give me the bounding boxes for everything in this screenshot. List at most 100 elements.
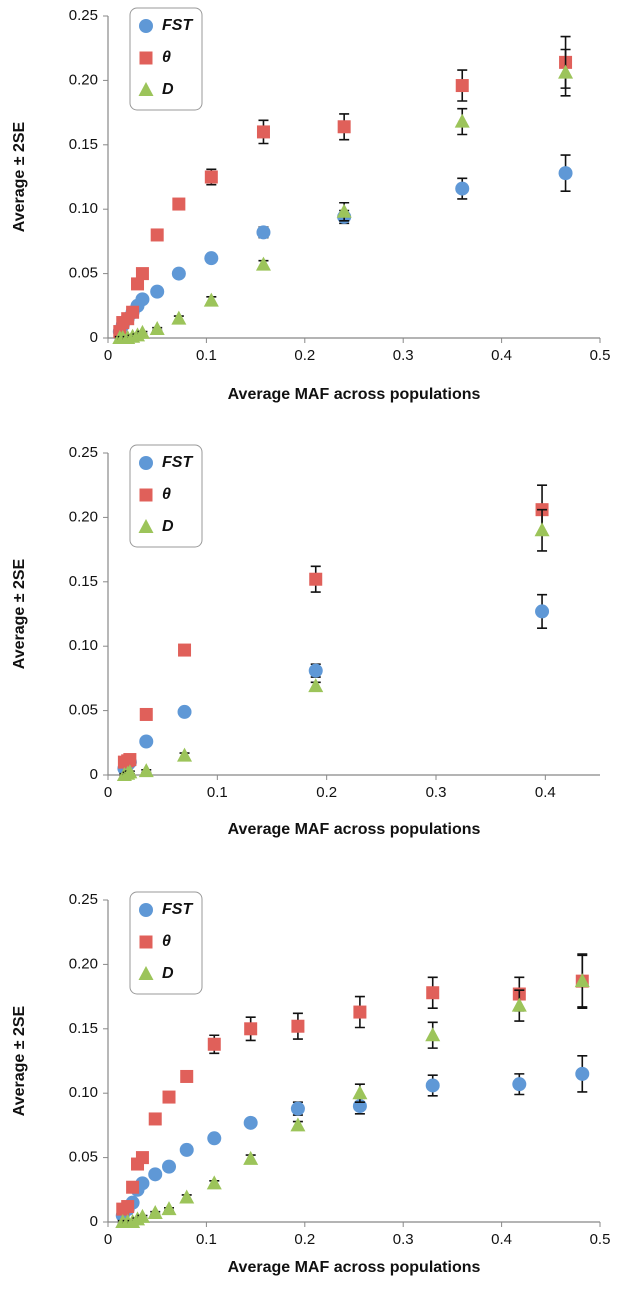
legend-marker bbox=[139, 903, 153, 917]
point bbox=[352, 1085, 368, 1100]
point bbox=[126, 305, 140, 319]
legend-box bbox=[129, 7, 203, 111]
legend-marker bbox=[139, 456, 153, 470]
point bbox=[131, 277, 145, 291]
point bbox=[172, 197, 186, 211]
y-tick-label: 0.25 bbox=[69, 444, 98, 461]
legend-box bbox=[129, 444, 203, 548]
point bbox=[178, 643, 192, 657]
point bbox=[535, 604, 550, 619]
point bbox=[148, 1167, 163, 1182]
y-tick-label: 0.15 bbox=[69, 136, 98, 153]
point bbox=[243, 1115, 258, 1130]
x-tick-label: 0.3 bbox=[426, 784, 447, 801]
chart-panel: 0 0.05 0.10 0.15 0.20 0.25 0 0.1 0.2 0.3 0.4 Averag… bbox=[11, 444, 600, 838]
point bbox=[135, 267, 149, 281]
point bbox=[308, 678, 324, 693]
x-tick-label: 0.2 bbox=[316, 784, 337, 801]
point bbox=[177, 747, 193, 762]
point bbox=[121, 1200, 135, 1214]
y-tick-label: 0.15 bbox=[69, 573, 98, 590]
y-tick-label: 0.20 bbox=[69, 71, 98, 88]
x-tick-label: 0.2 bbox=[294, 1231, 315, 1248]
point bbox=[149, 320, 165, 335]
x-tick-label: 0.4 bbox=[491, 347, 512, 364]
x-axis-title: Average MAF across populations bbox=[228, 386, 481, 403]
x-tick-label: 0.1 bbox=[196, 1231, 217, 1248]
y-tick-label: 0.25 bbox=[69, 7, 98, 24]
point bbox=[455, 181, 470, 196]
legend-marker bbox=[139, 51, 153, 65]
point bbox=[134, 324, 150, 339]
legend-label: FST bbox=[162, 454, 193, 471]
point bbox=[171, 310, 187, 325]
x-tick-label: 0 bbox=[104, 1231, 112, 1248]
x-tick-label: 0.5 bbox=[590, 347, 611, 364]
y-tick-label: 0.20 bbox=[69, 508, 98, 525]
point bbox=[256, 125, 270, 139]
y-tick-label: 0.05 bbox=[69, 702, 98, 719]
point bbox=[308, 663, 323, 678]
x-tick-label: 0.3 bbox=[393, 1231, 414, 1248]
legend-box bbox=[129, 891, 203, 995]
x-tick-label: 0.2 bbox=[294, 347, 315, 364]
point bbox=[122, 764, 138, 779]
point bbox=[204, 251, 219, 266]
point bbox=[290, 1101, 305, 1116]
legend-marker bbox=[139, 488, 153, 502]
point bbox=[206, 1175, 222, 1190]
x-tick-label: 0.3 bbox=[393, 347, 414, 364]
legend-label: D bbox=[162, 518, 174, 535]
chart-panel: 0 0.05 0.10 0.15 0.20 0.25 0 0.1 0.2 0.3 0.4 0.5 Ave… bbox=[11, 891, 610, 1276]
legend-label: θ bbox=[162, 486, 171, 503]
point bbox=[135, 1151, 149, 1165]
y-tick-label: 0.10 bbox=[69, 637, 98, 654]
point bbox=[558, 166, 573, 181]
y-tick-label: 0.05 bbox=[69, 1149, 98, 1166]
point bbox=[179, 1142, 194, 1157]
point bbox=[255, 256, 271, 271]
legend-marker bbox=[138, 82, 154, 96]
legend-marker bbox=[139, 935, 153, 949]
y-tick-label: 0.15 bbox=[69, 1020, 98, 1037]
y-axis-title: Average ± 2SE bbox=[11, 1005, 28, 1116]
point bbox=[171, 266, 186, 281]
point bbox=[534, 522, 550, 537]
point bbox=[244, 1022, 258, 1036]
point bbox=[203, 292, 219, 307]
point bbox=[454, 113, 470, 128]
legend-marker bbox=[138, 519, 154, 533]
point bbox=[309, 572, 323, 586]
y-tick-label: 0 bbox=[90, 766, 98, 783]
point bbox=[147, 1204, 163, 1219]
legend-label: FST bbox=[162, 901, 193, 918]
point bbox=[243, 1150, 259, 1165]
y-tick-label: 0.25 bbox=[69, 891, 98, 908]
point bbox=[162, 1159, 177, 1174]
point bbox=[138, 763, 154, 778]
point bbox=[207, 1037, 221, 1051]
legend-label: θ bbox=[162, 933, 171, 950]
legend-label: D bbox=[162, 81, 174, 98]
y-tick-label: 0.10 bbox=[69, 200, 98, 217]
legend-label: θ bbox=[162, 49, 171, 66]
point bbox=[291, 1019, 305, 1033]
point bbox=[512, 1077, 527, 1092]
point bbox=[148, 1112, 162, 1126]
point bbox=[353, 1005, 367, 1019]
point bbox=[425, 1027, 441, 1042]
point bbox=[179, 1189, 195, 1204]
y-tick-label: 0 bbox=[90, 329, 98, 346]
point bbox=[123, 753, 137, 767]
point bbox=[204, 170, 218, 184]
point bbox=[574, 973, 590, 988]
point bbox=[161, 1201, 177, 1216]
point bbox=[177, 704, 192, 719]
x-tick-label: 0 bbox=[104, 347, 112, 364]
point bbox=[455, 79, 469, 93]
x-tick-label: 0.4 bbox=[491, 1231, 512, 1248]
x-tick-label: 0 bbox=[104, 784, 112, 801]
point bbox=[336, 203, 352, 218]
point bbox=[139, 707, 153, 721]
point bbox=[134, 1208, 150, 1223]
